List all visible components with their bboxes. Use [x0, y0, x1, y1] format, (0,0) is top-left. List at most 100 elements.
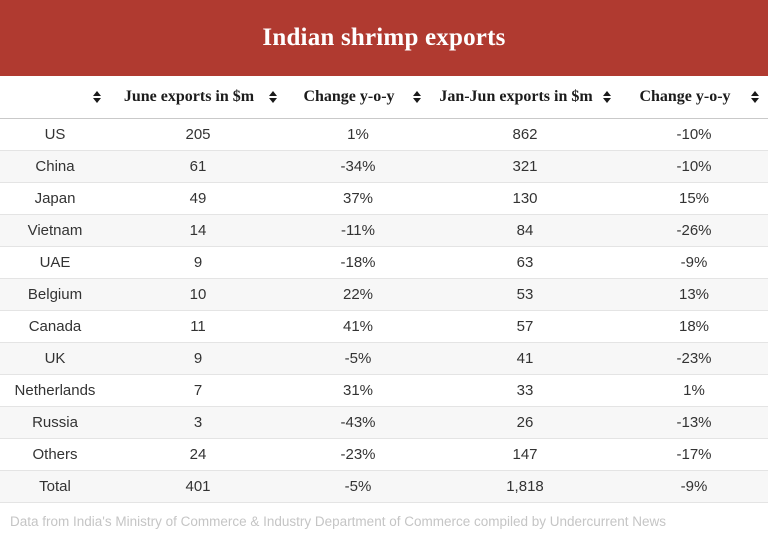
- change-yoy-june-cell: -5%: [286, 342, 430, 375]
- sort-icon[interactable]: [269, 90, 277, 103]
- change-yoy-june-cell: 41%: [286, 310, 430, 343]
- column-header-change-yoy-june[interactable]: Change y-o-y: [286, 76, 430, 119]
- chart-header: Indian shrimp exports: [0, 0, 768, 76]
- table-row: China 61 -34% 321 -10%: [0, 150, 768, 183]
- sort-up-arrow-icon: [603, 90, 611, 96]
- country-cell: Russia: [0, 406, 110, 439]
- change-yoy-jan-jun-cell: -10%: [620, 118, 768, 151]
- june-exports-cell: 401: [110, 470, 286, 503]
- change-yoy-jan-jun-cell: -26%: [620, 214, 768, 247]
- sort-up-arrow-icon: [413, 90, 421, 96]
- change-yoy-jan-jun-cell: -23%: [620, 342, 768, 375]
- table-row: Canada 11 41% 57 18%: [0, 310, 768, 343]
- column-header-label: Change y-o-y: [303, 87, 395, 105]
- change-yoy-june-cell: -18%: [286, 246, 430, 279]
- change-yoy-jan-jun-cell: 13%: [620, 278, 768, 311]
- country-cell: Netherlands: [0, 374, 110, 407]
- table-row: Netherlands 7 31% 33 1%: [0, 374, 768, 407]
- column-header-label: June exports in $m: [123, 87, 255, 105]
- june-exports-cell: 7: [110, 374, 286, 407]
- jan-jun-exports-cell: 1,818: [430, 470, 620, 503]
- table-row: UAE 9 -18% 63 -9%: [0, 246, 768, 279]
- column-header-june-exports[interactable]: June exports in $m: [110, 76, 286, 119]
- chart-title: Indian shrimp exports: [262, 24, 506, 51]
- june-exports-cell: 9: [110, 246, 286, 279]
- table-row: US 205 1% 862 -10%: [0, 118, 768, 151]
- country-cell: UK: [0, 342, 110, 375]
- change-yoy-jan-jun-cell: -9%: [620, 246, 768, 279]
- june-exports-cell: 9: [110, 342, 286, 375]
- table-row: Belgium 10 22% 53 13%: [0, 278, 768, 311]
- sort-down-arrow-icon: [93, 97, 101, 103]
- sort-icon[interactable]: [751, 90, 759, 103]
- jan-jun-exports-cell: 321: [430, 150, 620, 183]
- jan-jun-exports-cell: 41: [430, 342, 620, 375]
- country-cell: Vietnam: [0, 214, 110, 247]
- column-header-label: Change y-o-y: [639, 87, 731, 105]
- country-cell: UAE: [0, 246, 110, 279]
- june-exports-cell: 14: [110, 214, 286, 247]
- table-row: Vietnam 14 -11% 84 -26%: [0, 214, 768, 247]
- column-header-country[interactable]: [0, 76, 110, 119]
- sort-down-arrow-icon: [413, 97, 421, 103]
- sort-icon[interactable]: [413, 90, 421, 103]
- sort-icon[interactable]: [603, 90, 611, 103]
- table-row: Russia 3 -43% 26 -13%: [0, 406, 768, 439]
- change-yoy-jan-jun-cell: 1%: [620, 374, 768, 407]
- sort-up-arrow-icon: [751, 90, 759, 96]
- sort-up-arrow-icon: [93, 90, 101, 96]
- country-cell: China: [0, 150, 110, 183]
- sort-down-arrow-icon: [603, 97, 611, 103]
- change-yoy-june-cell: -43%: [286, 406, 430, 439]
- jan-jun-exports-cell: 26: [430, 406, 620, 439]
- june-exports-cell: 205: [110, 118, 286, 151]
- table-header-row: June exports in $m Change y-o-y Jan-Jun ex…: [0, 76, 768, 119]
- change-yoy-june-cell: -23%: [286, 438, 430, 471]
- source-note: Data from India's Ministry of Commerce &…: [10, 513, 667, 529]
- change-yoy-june-cell: 1%: [286, 118, 430, 151]
- change-yoy-jan-jun-cell: -10%: [620, 150, 768, 183]
- sort-down-arrow-icon: [269, 97, 277, 103]
- change-yoy-jan-jun-cell: -9%: [620, 470, 768, 503]
- change-yoy-june-cell: 37%: [286, 182, 430, 215]
- country-cell: Belgium: [0, 278, 110, 311]
- table-row: UK 9 -5% 41 -23%: [0, 342, 768, 375]
- june-exports-cell: 10: [110, 278, 286, 311]
- country-cell: Canada: [0, 310, 110, 343]
- exports-table: June exports in $m Change y-o-y Jan-Jun ex…: [0, 76, 768, 503]
- change-yoy-june-cell: -5%: [286, 470, 430, 503]
- country-cell: Total: [0, 470, 110, 503]
- june-exports-cell: 24: [110, 438, 286, 471]
- country-cell: Japan: [0, 182, 110, 215]
- sort-down-arrow-icon: [751, 97, 759, 103]
- sort-up-arrow-icon: [269, 90, 277, 96]
- column-header-change-yoy-jan-jun[interactable]: Change y-o-y: [620, 76, 768, 119]
- sort-icon[interactable]: [93, 90, 101, 103]
- change-yoy-june-cell: 31%: [286, 374, 430, 407]
- table-row: Others 24 -23% 147 -17%: [0, 438, 768, 471]
- column-header-label: Jan-Jun exports in $m: [439, 87, 593, 105]
- change-yoy-jan-jun-cell: 15%: [620, 182, 768, 215]
- change-yoy-jan-jun-cell: -13%: [620, 406, 768, 439]
- change-yoy-june-cell: -34%: [286, 150, 430, 183]
- june-exports-cell: 49: [110, 182, 286, 215]
- jan-jun-exports-cell: 147: [430, 438, 620, 471]
- change-yoy-jan-jun-cell: -17%: [620, 438, 768, 471]
- jan-jun-exports-cell: 63: [430, 246, 620, 279]
- table-row: Total 401 -5% 1,818 -9%: [0, 470, 768, 503]
- table-row: Japan 49 37% 130 15%: [0, 182, 768, 215]
- jan-jun-exports-cell: 33: [430, 374, 620, 407]
- jan-jun-exports-cell: 130: [430, 182, 620, 215]
- jan-jun-exports-cell: 53: [430, 278, 620, 311]
- country-cell: US: [0, 118, 110, 151]
- june-exports-cell: 11: [110, 310, 286, 343]
- jan-jun-exports-cell: 84: [430, 214, 620, 247]
- change-yoy-june-cell: 22%: [286, 278, 430, 311]
- jan-jun-exports-cell: 57: [430, 310, 620, 343]
- column-header-jan-jun-exports[interactable]: Jan-Jun exports in $m: [430, 76, 620, 119]
- change-yoy-june-cell: -11%: [286, 214, 430, 247]
- jan-jun-exports-cell: 862: [430, 118, 620, 151]
- june-exports-cell: 3: [110, 406, 286, 439]
- june-exports-cell: 61: [110, 150, 286, 183]
- country-cell: Others: [0, 438, 110, 471]
